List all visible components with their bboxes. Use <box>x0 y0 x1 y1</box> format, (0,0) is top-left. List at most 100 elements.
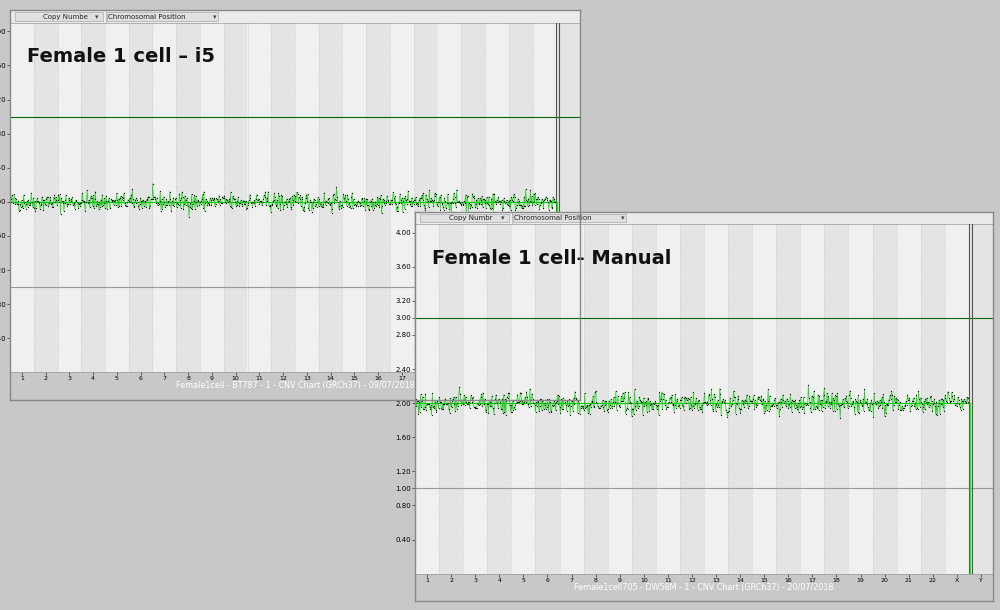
Point <box>709 402 725 412</box>
Point <box>83 193 99 203</box>
Bar <box>247 23 271 372</box>
Point <box>195 190 211 199</box>
Point <box>329 192 345 201</box>
Point <box>74 188 90 198</box>
Point <box>679 395 695 404</box>
Point <box>564 396 580 406</box>
Point <box>361 206 377 215</box>
Point <box>238 196 254 206</box>
Point <box>672 395 688 405</box>
Point <box>455 199 471 209</box>
Point <box>26 203 42 212</box>
Point <box>608 387 624 396</box>
Point <box>603 395 619 404</box>
Point <box>568 393 584 403</box>
Point <box>958 397 974 407</box>
Point <box>41 198 57 208</box>
Point <box>400 186 416 196</box>
Point <box>48 192 64 202</box>
Point <box>956 394 972 404</box>
Point <box>57 198 73 208</box>
Point <box>399 199 415 209</box>
Point <box>611 401 627 411</box>
Point <box>273 190 289 200</box>
Point <box>900 395 916 405</box>
Point <box>498 396 514 406</box>
Point <box>117 201 133 210</box>
Point <box>422 402 438 412</box>
Point <box>523 401 539 411</box>
Point <box>755 395 771 405</box>
Point <box>526 398 542 408</box>
Point <box>645 398 661 408</box>
Point <box>862 398 878 408</box>
Point <box>600 407 616 417</box>
Point <box>721 406 737 416</box>
Point <box>54 196 70 206</box>
Point <box>317 197 333 207</box>
Point <box>762 391 778 401</box>
Point <box>272 205 288 215</box>
Point <box>202 193 218 203</box>
Point <box>759 405 775 415</box>
Point <box>584 396 600 406</box>
Point <box>119 197 135 207</box>
Point <box>561 400 577 410</box>
Point <box>492 397 508 407</box>
Bar <box>704 224 728 573</box>
Point <box>730 395 746 404</box>
Point <box>18 204 34 213</box>
Point <box>249 190 265 199</box>
Point <box>857 398 873 407</box>
Point <box>205 196 221 206</box>
Point <box>266 195 282 205</box>
Point <box>923 391 939 401</box>
Point <box>722 393 738 403</box>
Point <box>206 194 222 204</box>
Point <box>381 199 397 209</box>
Point <box>119 201 135 210</box>
Point <box>818 396 834 406</box>
Point <box>449 404 465 414</box>
Point <box>537 194 553 204</box>
Point <box>468 199 484 209</box>
Point <box>508 203 524 213</box>
Point <box>313 198 329 207</box>
Point <box>895 406 911 415</box>
Point <box>775 395 791 405</box>
Point <box>291 192 307 202</box>
Point <box>856 406 872 416</box>
Point <box>933 399 949 409</box>
Point <box>131 204 147 214</box>
Point <box>134 203 150 212</box>
Point <box>308 199 324 209</box>
Point <box>629 396 645 406</box>
Point <box>774 402 790 412</box>
Point <box>112 193 128 203</box>
Point <box>657 400 673 410</box>
Point <box>111 201 127 211</box>
Point <box>687 399 703 409</box>
Point <box>175 192 191 202</box>
Point <box>863 406 879 415</box>
Point <box>115 195 131 205</box>
Point <box>219 195 235 205</box>
Point <box>95 201 111 210</box>
Point <box>421 203 437 212</box>
Point <box>797 398 813 407</box>
Point <box>903 401 919 411</box>
Point <box>389 207 405 217</box>
Point <box>515 203 531 213</box>
Point <box>91 204 107 214</box>
Point <box>924 396 940 406</box>
Point <box>466 193 482 203</box>
Point <box>302 197 318 207</box>
Point <box>719 412 735 422</box>
Point <box>330 198 346 207</box>
Point <box>81 197 97 207</box>
Point <box>771 396 787 406</box>
Point <box>681 404 697 414</box>
Point <box>532 395 548 404</box>
Point <box>230 192 246 202</box>
Point <box>396 193 412 203</box>
